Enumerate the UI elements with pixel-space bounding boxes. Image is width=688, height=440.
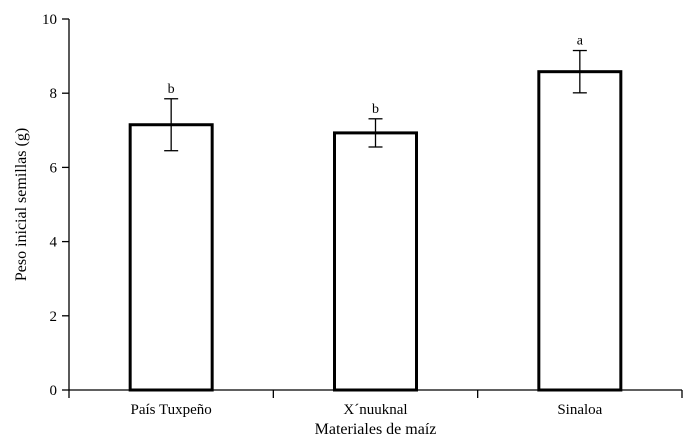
y-tick-label: 8 [50, 86, 58, 102]
x-axis: País Tuxpeño X´nuuknal Sinaloa [68, 389, 683, 418]
significance-letter: b [372, 102, 379, 117]
x-tick-label: Sinaloa [557, 402, 602, 418]
x-tick-label: País Tuxpeño [131, 402, 212, 418]
significance-letter: b [168, 82, 175, 97]
x-tick-label: X´nuuknal [343, 402, 407, 418]
error-bar [164, 98, 179, 152]
y-tick-label: 2 [50, 309, 58, 325]
bar [537, 70, 623, 392]
y-tick-label: 4 [50, 235, 58, 251]
bar [128, 123, 214, 392]
y-axis-title: Peso inicial semillas (g) [13, 128, 30, 281]
x-axis-title: Materiales de maíz [315, 421, 437, 438]
y-axis: 0 2 4 6 8 10 [42, 12, 70, 399]
bar [333, 131, 418, 392]
error-bar [368, 118, 383, 148]
y-tick-label: 10 [42, 12, 57, 28]
significance-letter: a [577, 34, 584, 49]
bars: b b a [128, 34, 623, 392]
y-tick-label: 6 [50, 160, 58, 176]
error-bar [572, 49, 587, 94]
y-tick-label: 0 [50, 383, 58, 399]
